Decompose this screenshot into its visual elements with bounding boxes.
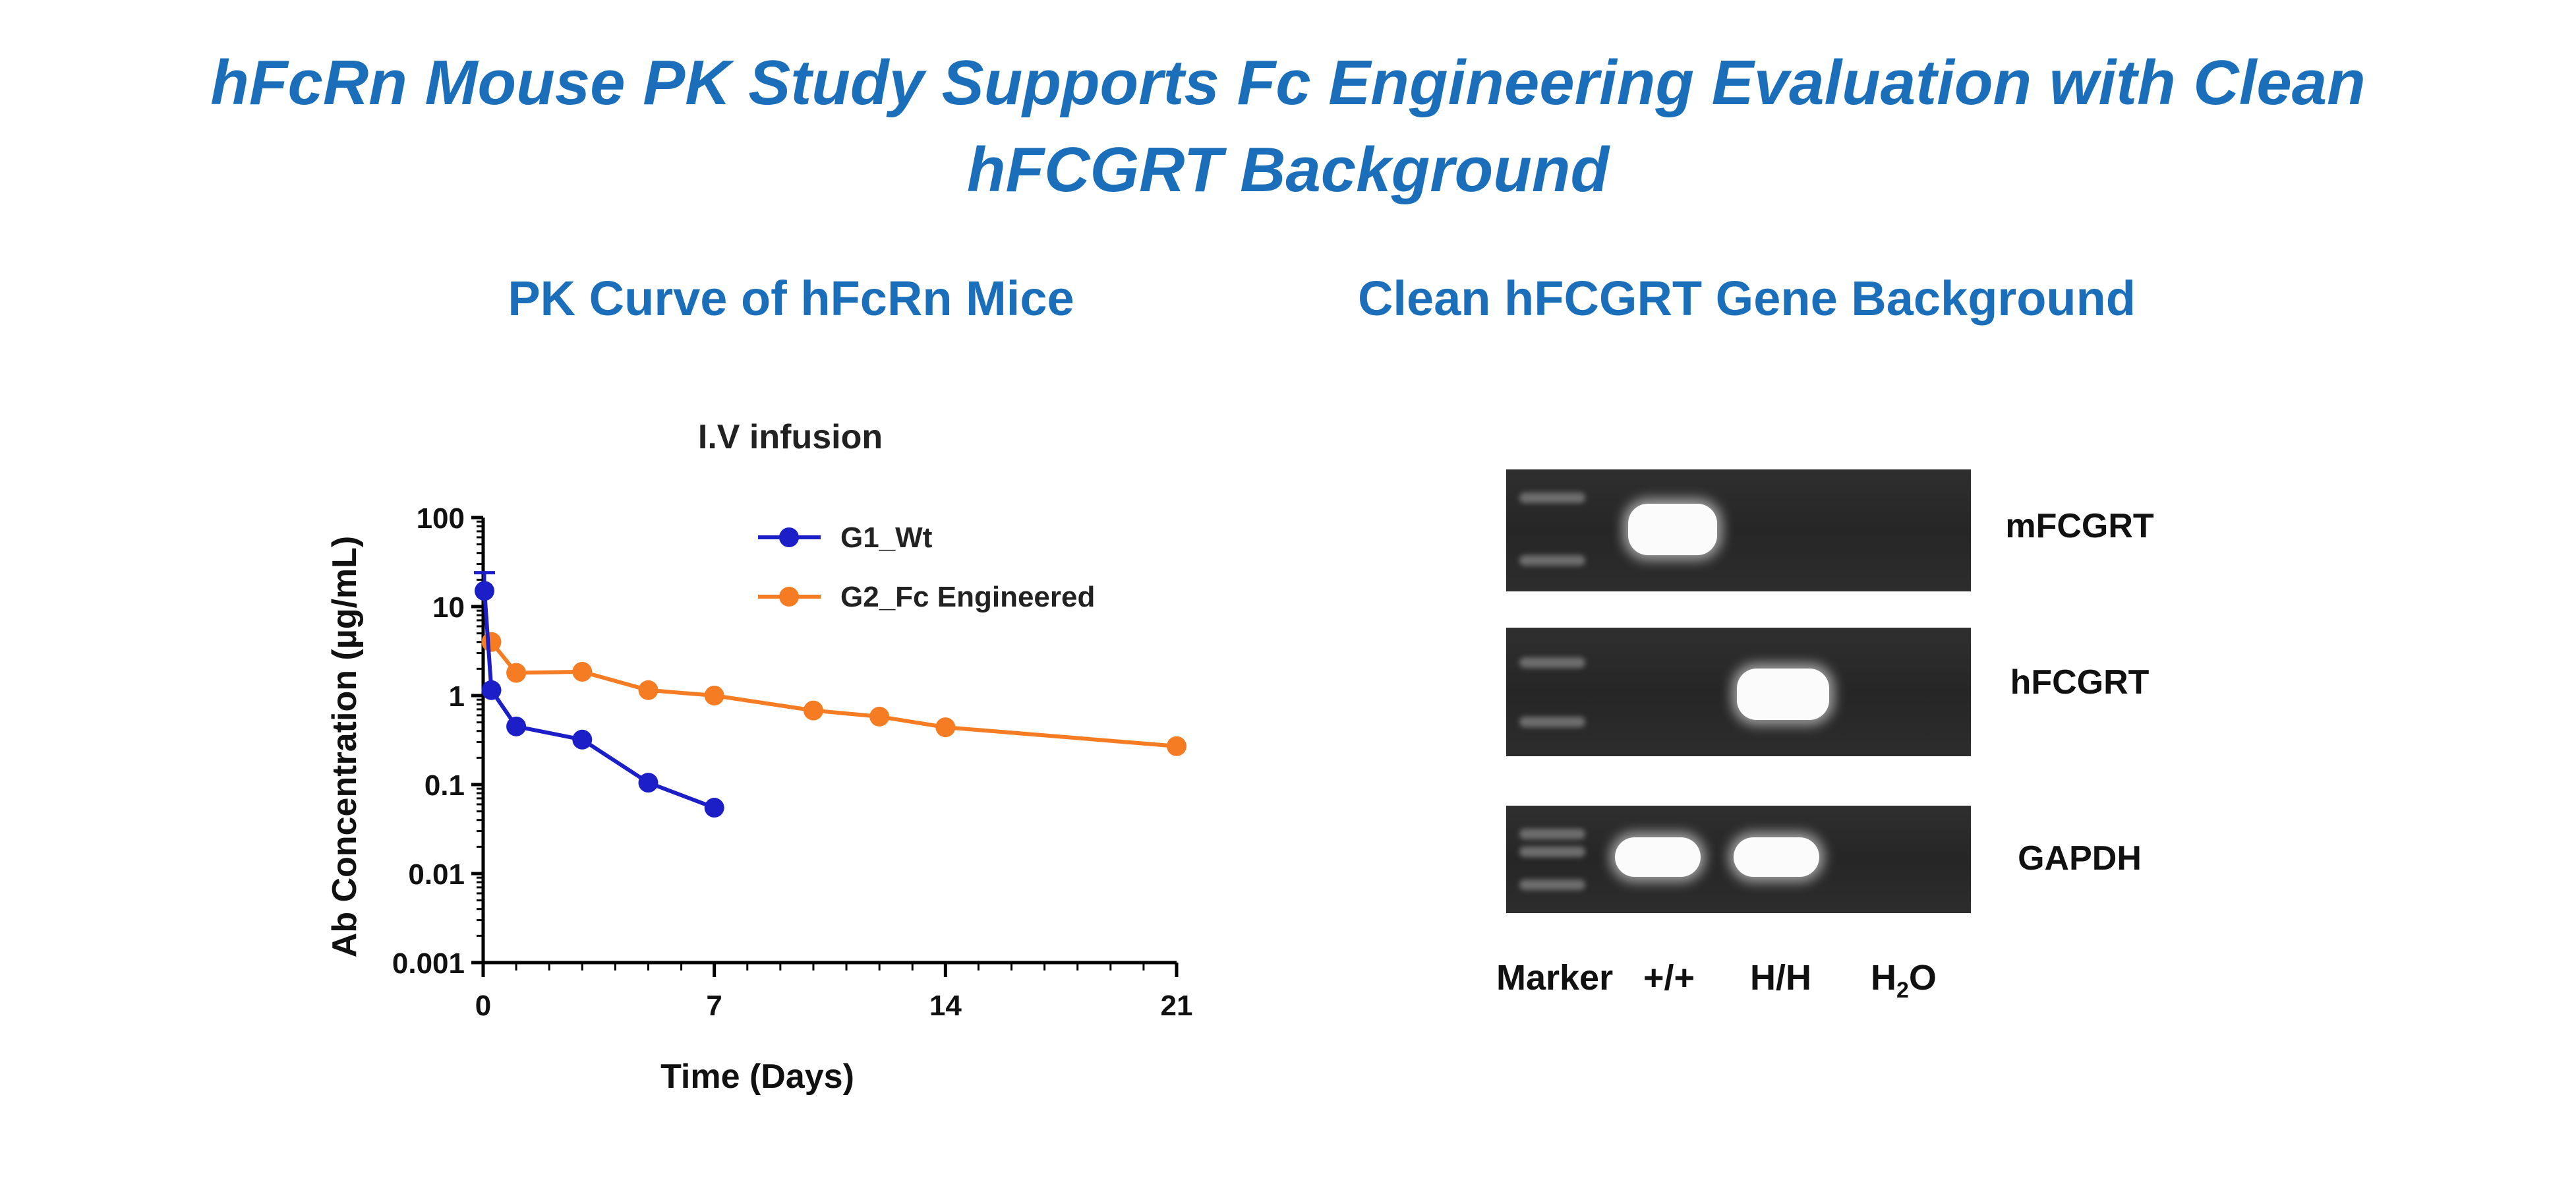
lane-label-h2o: H2O xyxy=(1871,958,1937,1003)
legend-marker-0 xyxy=(779,527,799,547)
y-tick-label: 0.001 xyxy=(392,947,465,980)
marker-ladder-band xyxy=(1519,717,1585,727)
y-tick-label: 10 xyxy=(432,591,465,624)
gel-row-label-gapdh: GAPDH xyxy=(2018,839,2142,878)
y-axis-label: Ab Concentration (µg/mL) xyxy=(326,536,364,957)
data-point-1 xyxy=(704,686,724,705)
data-point-1 xyxy=(869,706,890,727)
series-line-0 xyxy=(483,590,715,810)
gel-band-hh xyxy=(1734,837,1819,877)
marker-ladder-band xyxy=(1519,829,1585,839)
gel-image-hfcgrt xyxy=(1506,628,1971,756)
chart-title: I.V infusion xyxy=(698,418,883,456)
lane-label-hh: H/H xyxy=(1750,958,1811,998)
legend-marker-1 xyxy=(779,587,799,607)
gel-image-mfcgrt xyxy=(1506,469,1971,591)
lane-label-marker: Marker xyxy=(1496,958,1614,998)
marker-ladder-band xyxy=(1519,493,1585,503)
data-point-0 xyxy=(638,773,659,793)
gel-row-label-mfcgrt: mFCGRT xyxy=(2005,507,2154,545)
gel-band-wt xyxy=(1615,837,1701,877)
lane-label-wt: +/+ xyxy=(1643,958,1695,998)
pk-panel-title: PK Curve of hFcRn Mice xyxy=(508,271,1074,326)
series-line-1 xyxy=(490,640,1177,748)
marker-ladder-band xyxy=(1519,555,1585,566)
main-title: hFcRn Mouse PK Study Supports Fc Enginee… xyxy=(0,40,2576,214)
x-tick-label: 7 xyxy=(706,990,722,1022)
data-point-1 xyxy=(638,680,659,700)
main-title-line-2: hFCGRT Background xyxy=(966,134,1610,205)
x-tick-label: 14 xyxy=(929,990,962,1022)
legend-label-1: G2_Fc Engineered xyxy=(840,581,1095,613)
gel-image-gapdh xyxy=(1506,806,1971,913)
data-point-1 xyxy=(506,663,527,683)
data-point-1 xyxy=(935,717,956,738)
marker-ladder-band xyxy=(1519,880,1585,890)
data-point-1 xyxy=(803,700,823,721)
y-tick-label: 0.01 xyxy=(408,858,465,891)
legend-label-0: G1_Wt xyxy=(840,522,933,554)
y-tick-label: 100 xyxy=(417,502,465,535)
y-tick-label: 1 xyxy=(449,680,465,713)
x-axis-label: Time (Days) xyxy=(660,1058,854,1096)
data-point-0 xyxy=(475,581,495,601)
data-point-0 xyxy=(572,729,593,750)
x-tick-label: 21 xyxy=(1161,990,1193,1022)
marker-ladder-band xyxy=(1519,847,1585,857)
gel-band-wt xyxy=(1628,504,1717,555)
gel-row-label-hfcgrt: hFCGRT xyxy=(2010,663,2150,701)
y-tick-label: 0.1 xyxy=(424,769,465,802)
data-point-1 xyxy=(481,632,502,652)
x-tick-label: 0 xyxy=(475,990,491,1022)
gel-band-hh xyxy=(1737,669,1829,720)
data-point-0 xyxy=(704,798,724,818)
main-title-line-1: hFcRn Mouse PK Study Supports Fc Enginee… xyxy=(210,47,2366,118)
data-point-1 xyxy=(572,661,593,682)
data-point-1 xyxy=(1167,736,1186,756)
pk-line-chart: I.V infusion 0.001 0.01 0.1 1 10 100 0 7 14 21 Time… xyxy=(326,418,1193,1096)
data-point-0 xyxy=(481,680,502,700)
gel-panel-title: Clean hFCGRT Gene Background xyxy=(1357,271,2136,326)
data-point-0 xyxy=(506,716,527,736)
marker-ladder-band xyxy=(1519,657,1585,668)
